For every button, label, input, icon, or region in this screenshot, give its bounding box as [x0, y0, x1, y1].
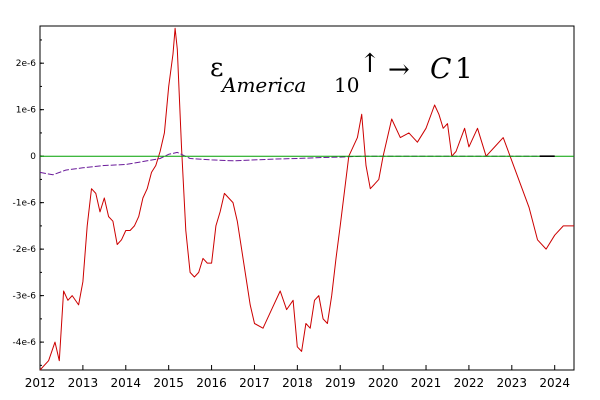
x-tick-label: 2024	[539, 376, 570, 390]
y-tick-label: -4e-6	[13, 338, 37, 348]
x-tick-label: 2013	[68, 376, 99, 390]
x-tick-label: 2017	[239, 376, 270, 390]
y-tick-label: 0	[30, 152, 36, 162]
y-tick-label: -3e-6	[13, 292, 37, 302]
x-axis: 2012 2013 2014 2015 2016 2017 2018 2019 2020 2021…	[25, 365, 570, 390]
x-tick-label: 2023	[497, 376, 528, 390]
plot-frame	[39, 25, 575, 371]
series-layer	[39, 27, 574, 371]
plot-border	[39, 25, 575, 371]
series-line-2	[39, 151, 555, 176]
x-tick-label: 2014	[111, 376, 142, 390]
x-tick-label: 2021	[411, 376, 442, 390]
y-tick-label: -2e-6	[13, 245, 37, 255]
title-c-number: 1	[455, 52, 473, 85]
title-subscript-number: 10	[334, 73, 359, 97]
x-tick-label: 2018	[282, 376, 313, 390]
x-tick-label: 2016	[196, 376, 227, 390]
title-c-letter: C	[430, 52, 451, 85]
title-right-arrow: →	[388, 55, 410, 85]
chart-title: ε America 10 ↑ → C 1	[210, 49, 473, 97]
title-epsilon: ε	[210, 53, 223, 83]
y-tick-label: 1e-6	[16, 106, 37, 116]
title-subscript-text: America	[220, 73, 306, 97]
series-line-1	[39, 27, 574, 371]
x-tick-label: 2012	[25, 376, 56, 390]
title-up-arrow: ↑	[359, 49, 381, 79]
x-tick-label: 2022	[454, 376, 485, 390]
y-tick-label: 2e-6	[16, 59, 37, 69]
y-axis: 2e-6 1e-6 0 -1e-6 -2e-6 -3e-6 -4e-6	[13, 39, 44, 366]
x-tick-label: 2020	[368, 376, 399, 390]
y-tick-label: -1e-6	[13, 199, 37, 209]
x-tick-label: 2015	[153, 376, 184, 390]
x-tick-label: 2019	[325, 376, 356, 390]
